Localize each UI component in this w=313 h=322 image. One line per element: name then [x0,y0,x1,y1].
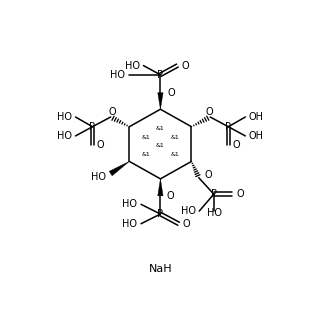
Text: HO: HO [125,61,140,71]
Text: O: O [108,107,116,117]
Polygon shape [109,161,129,176]
Text: &1: &1 [141,152,150,156]
Text: OH: OH [249,112,264,122]
Text: HO: HO [57,112,72,122]
Text: O: O [182,61,189,71]
Text: &1: &1 [171,135,179,140]
Text: O: O [183,219,191,229]
Text: HO: HO [110,70,125,80]
Text: P: P [157,209,163,219]
Polygon shape [158,179,163,196]
Text: O: O [167,191,174,201]
Text: O: O [236,189,244,199]
Text: OH: OH [249,131,264,141]
Text: P: P [211,189,217,199]
Text: HO: HO [181,206,196,216]
Text: HO: HO [122,219,137,229]
Text: HO: HO [208,208,223,218]
Text: P: P [157,70,163,80]
Text: HO: HO [91,172,106,182]
Text: O: O [204,170,212,180]
Text: &1: &1 [156,143,165,148]
Text: HO: HO [57,131,72,141]
Text: O: O [167,88,175,98]
Text: &1: &1 [156,126,165,131]
Text: &1: &1 [141,135,150,140]
Text: NaH: NaH [149,264,172,274]
Text: HO: HO [122,199,137,209]
Text: P: P [225,122,231,132]
Polygon shape [158,93,163,109]
Text: O: O [233,140,240,150]
Text: O: O [97,140,105,150]
Text: O: O [205,107,213,117]
Text: P: P [90,122,95,132]
Text: &1: &1 [171,152,179,156]
